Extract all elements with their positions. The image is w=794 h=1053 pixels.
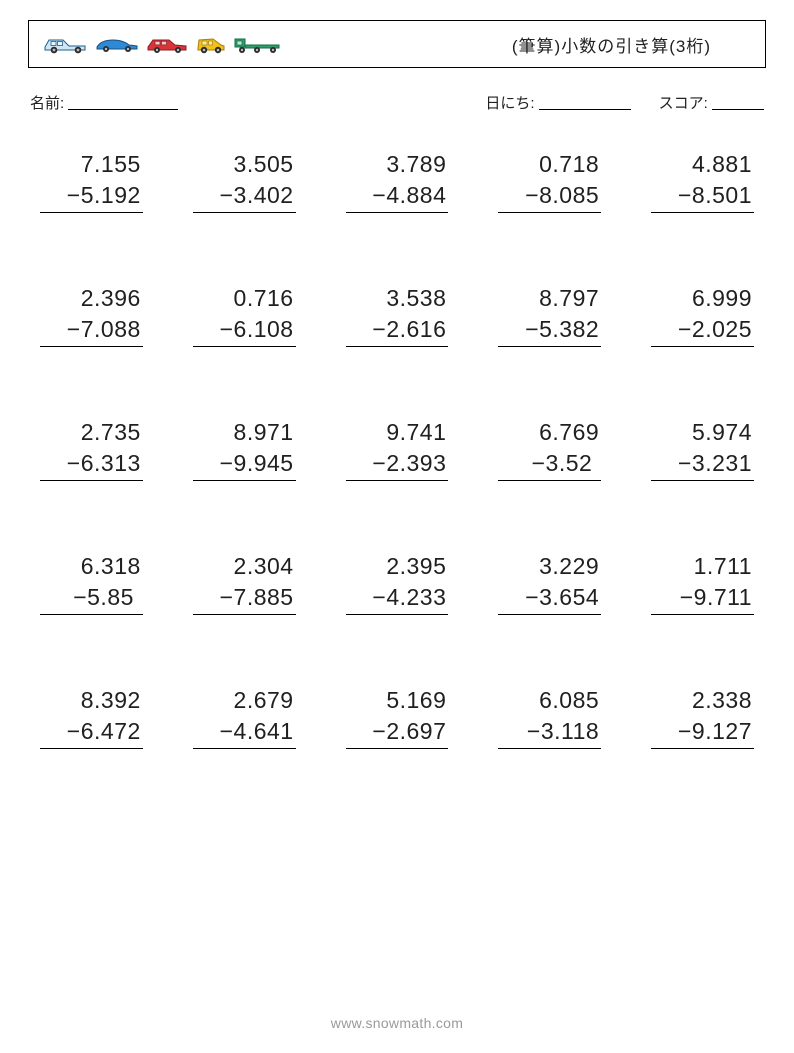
subtraction-problem: 3.789−4.884 [346,149,449,213]
subtrahend: −7.088 [40,314,143,347]
score-blank [712,95,764,110]
minuend: 6.769 [498,417,601,448]
minuend: 5.169 [346,685,449,716]
name-label: 名前: [30,95,64,112]
minuend: 2.735 [40,417,143,448]
subtraction-problem: 6.769−3.52 [498,417,601,481]
subtrahend: −3.118 [498,716,601,749]
subtrahend: −4.641 [193,716,296,749]
subtraction-problem: 2.338−9.127 [651,685,754,749]
subtraction-problem: 3.505−3.402 [193,149,296,213]
worksheet-page: (筆算)小数の引き算(3桁) 名前: 日にち: スコア: 7.155−5.192… [0,0,794,1053]
subtraction-problem: 2.735−6.313 [40,417,143,481]
minuend: 1.711 [651,551,754,582]
subtraction-problem: 2.395−4.233 [346,551,449,615]
subtraction-problem: 2.304−7.885 [193,551,296,615]
subtrahend: −5.192 [40,180,143,213]
minuend: 6.085 [498,685,601,716]
subtrahend: −9.711 [651,582,754,615]
subtraction-problem: 6.318−5.85 [40,551,143,615]
minuend: 6.999 [651,283,754,314]
minuend: 8.797 [498,283,601,314]
subtrahend: −8.085 [498,180,601,213]
subtrahend: −2.697 [346,716,449,749]
minuend: 8.971 [193,417,296,448]
score-field: スコア: [659,92,764,113]
subtrahend: −6.472 [40,716,143,749]
subtraction-problem: 8.392−6.472 [40,685,143,749]
subtrahend: −9.945 [193,448,296,481]
subtrahend: −7.885 [193,582,296,615]
minuend: 2.679 [193,685,296,716]
subtraction-problem: 5.974−3.231 [651,417,754,481]
minuend: 4.881 [651,149,754,180]
date-field: 日にち: [485,92,630,113]
name-blank [68,95,178,110]
minuend: 2.395 [346,551,449,582]
minuend: 3.789 [346,149,449,180]
subtraction-problem: 2.679−4.641 [193,685,296,749]
vehicle-icons [43,33,283,55]
subtrahend: −2.025 [651,314,754,347]
subtraction-problem: 8.797−5.382 [498,283,601,347]
minuend: 6.318 [40,551,143,582]
header-box: (筆算)小数の引き算(3桁) [28,20,766,68]
minuend: 2.338 [651,685,754,716]
subtraction-problem: 8.971−9.945 [193,417,296,481]
minuend: 3.538 [346,283,449,314]
subtrahend: −8.501 [651,180,754,213]
name-field: 名前: [30,92,485,113]
car-sedan-icon [145,34,189,54]
subtraction-problem: 2.396−7.088 [40,283,143,347]
subtraction-problem: 3.229−3.654 [498,551,601,615]
info-row: 名前: 日にち: スコア: [30,92,764,113]
date-blank [539,95,631,110]
minuend: 8.392 [40,685,143,716]
subtrahend: −5.85 [40,582,143,615]
subtraction-problem: 3.538−2.616 [346,283,449,347]
minuend: 3.505 [193,149,296,180]
subtraction-problem: 6.085−3.118 [498,685,601,749]
subtrahend: −9.127 [651,716,754,749]
subtrahend: −4.884 [346,180,449,213]
subtrahend: −2.393 [346,448,449,481]
minuend: 7.155 [40,149,143,180]
subtraction-problem: 0.718−8.085 [498,149,601,213]
subtrahend: −3.231 [651,448,754,481]
subtraction-problem: 7.155−5.192 [40,149,143,213]
minuend: 9.741 [346,417,449,448]
minuend: 5.974 [651,417,754,448]
subtrahend: −4.233 [346,582,449,615]
subtrahend: −6.313 [40,448,143,481]
minuend: 0.716 [193,283,296,314]
minuend: 2.304 [193,551,296,582]
subtrahend: −3.402 [193,180,296,213]
subtrahend: −3.654 [498,582,601,615]
footer-text: www.snowmath.com [0,1015,794,1031]
subtraction-problem: 5.169−2.697 [346,685,449,749]
subtrahend: −5.382 [498,314,601,347]
car-sports-icon [95,35,139,53]
problems-grid: 7.155−5.1923.505−3.4023.789−4.8840.718−8… [28,149,766,749]
subtrahend: −3.52 [498,448,601,481]
minuend: 0.718 [498,149,601,180]
subtraction-problem: 9.741−2.393 [346,417,449,481]
score-label: スコア: [659,95,708,112]
subtrahend: −2.616 [346,314,449,347]
subtraction-problem: 6.999−2.025 [651,283,754,347]
minuend: 2.396 [40,283,143,314]
subtrahend: −6.108 [193,314,296,347]
minuend: 3.229 [498,551,601,582]
car-hatch-icon [195,33,227,55]
truck-flatbed-icon [233,33,283,55]
subtraction-problem: 1.711−9.711 [651,551,754,615]
subtraction-problem: 0.716−6.108 [193,283,296,347]
date-label: 日にち: [485,95,534,112]
subtraction-problem: 4.881−8.501 [651,149,754,213]
worksheet-title: (筆算)小数の引き算(3桁) [512,32,751,57]
car-suv-icon [43,33,89,55]
